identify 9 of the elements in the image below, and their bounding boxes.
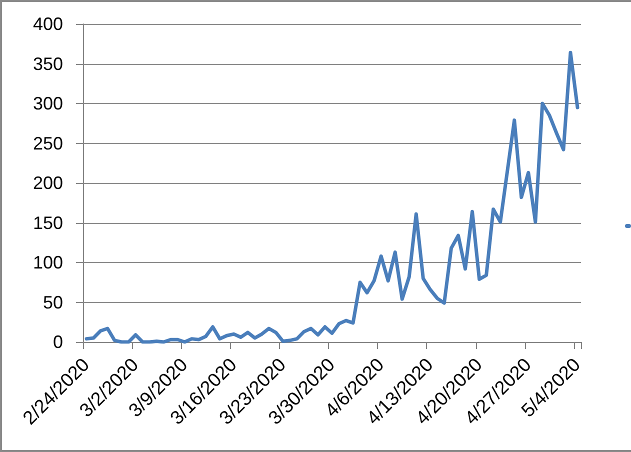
y-tick-label: 200 xyxy=(32,173,63,193)
y-tick-label: 300 xyxy=(32,94,63,114)
y-tick-label: 250 xyxy=(32,133,63,154)
y-tick-label: 150 xyxy=(32,212,63,233)
y-tick-label: 350 xyxy=(32,54,63,74)
y-tick-label: 100 xyxy=(32,252,63,272)
y-tick-label: 50 xyxy=(42,292,63,312)
y-tick-label: 0 xyxy=(52,332,63,352)
y-tick-label: 400 xyxy=(32,14,63,34)
